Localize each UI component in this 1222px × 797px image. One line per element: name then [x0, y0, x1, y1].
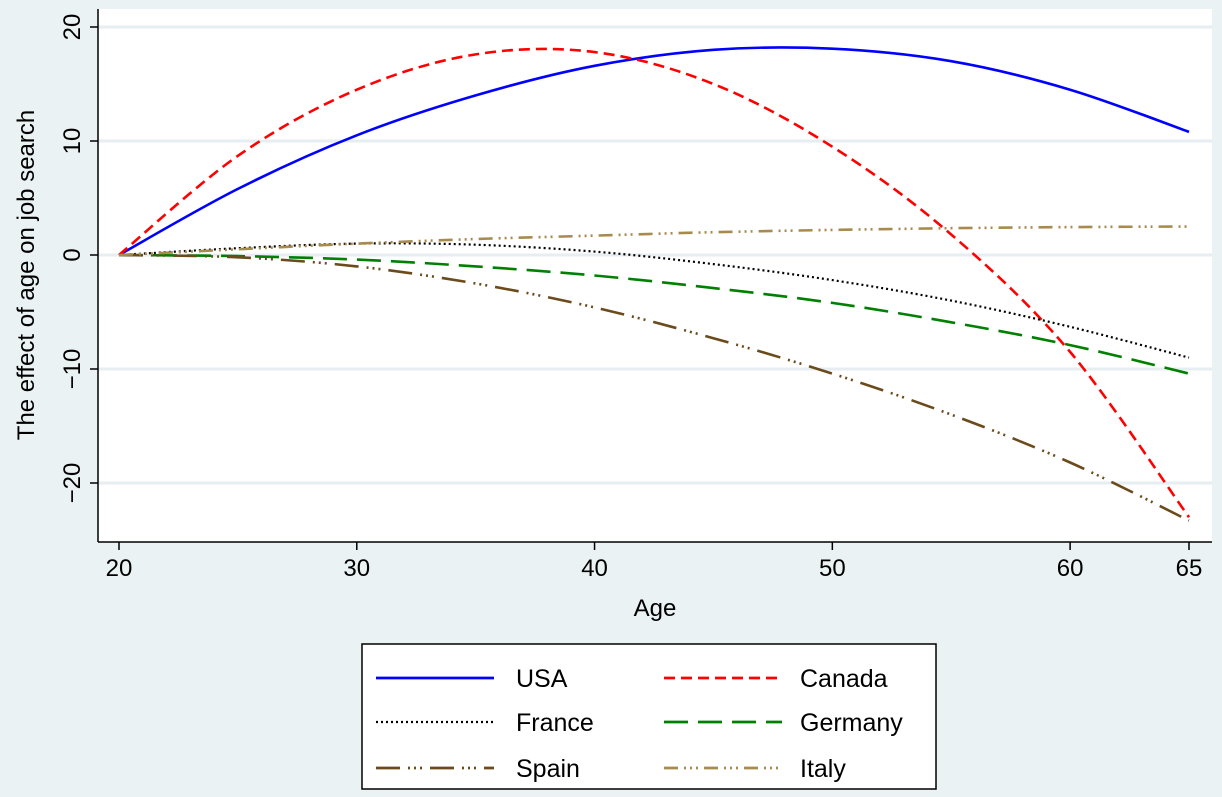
plot-area	[98, 9, 1212, 542]
y-tick-label: 20	[59, 14, 86, 41]
x-ticks: 20 30 40 50 60 65	[106, 542, 1203, 582]
legend-label-germany: Germany	[800, 709, 903, 737]
x-tick-label: 40	[581, 555, 608, 582]
x-tick-label: 30	[343, 555, 370, 582]
x-tick-label: 65	[1176, 555, 1203, 582]
legend: USA Canada France Germany Spain Italy	[361, 643, 937, 790]
legend-box	[361, 643, 937, 790]
y-tick-label: 0	[59, 248, 86, 261]
legend-label-italy: Italy	[800, 755, 846, 783]
legend-label-france: France	[516, 709, 594, 737]
series-line-spain	[118, 253, 1190, 522]
y-tick-label: −10	[59, 349, 86, 390]
series-line-france	[118, 242, 1190, 359]
x-tick-label: 60	[1057, 555, 1084, 582]
y-ticks: 20 10 0 −10 −20	[59, 14, 98, 504]
x-tick-label: 20	[106, 555, 133, 582]
series-line-canada	[118, 47, 1191, 518]
legend-label-spain: Spain	[516, 755, 580, 783]
x-tick-label: 50	[819, 555, 846, 582]
series-line-italy	[118, 225, 1190, 257]
gridlines	[98, 25, 1212, 485]
axes	[97, 9, 1212, 543]
y-tick-label: −20	[59, 463, 86, 504]
x-axis-title: Age	[634, 595, 677, 622]
series-layer	[118, 46, 1191, 522]
legend-label-usa: USA	[516, 665, 568, 693]
y-tick-label: 10	[59, 128, 86, 155]
series-line-germany	[118, 253, 1190, 375]
legend-label-canada: Canada	[800, 665, 888, 693]
series-line-usa	[118, 46, 1190, 257]
y-axis-title: The effect of age on job search	[13, 110, 40, 440]
